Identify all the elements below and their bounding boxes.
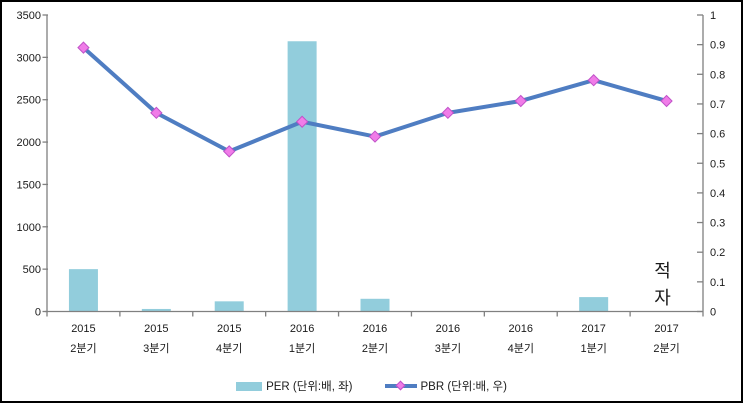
x-axis-label-quarter: 2분기 bbox=[70, 342, 96, 355]
x-axis-label-year: 2016 bbox=[290, 323, 314, 335]
pbr-marker bbox=[587, 74, 600, 87]
pbr-marker bbox=[223, 145, 236, 158]
right-axis-tick-label: 0.8 bbox=[710, 69, 725, 81]
right-axis-tick-label: 0.4 bbox=[710, 188, 725, 200]
x-axis-label-year: 2015 bbox=[71, 323, 95, 335]
right-axis-tick-label: 0 bbox=[710, 307, 716, 319]
per-bar-swatch bbox=[236, 381, 263, 391]
x-axis-label-year: 2015 bbox=[144, 323, 168, 335]
pbr-line-swatch bbox=[384, 380, 417, 390]
x-axis-label-year: 2017 bbox=[654, 323, 678, 335]
x-axis-label-quarter: 2분기 bbox=[653, 342, 679, 355]
legend-label-per: PER (단위:배, 좌) bbox=[266, 381, 353, 393]
per-bar bbox=[287, 41, 317, 312]
left-axis-tick-label: 3500 bbox=[17, 10, 41, 22]
pbr-marker bbox=[441, 106, 455, 120]
pbr-marker bbox=[77, 41, 90, 54]
left-axis-tick-label: 1000 bbox=[17, 222, 41, 234]
x-axis-label-year: 2016 bbox=[363, 323, 387, 335]
right-axis-tick-label: 0.2 bbox=[710, 247, 725, 259]
x-axis-label-quarter: 2분기 bbox=[362, 342, 388, 355]
x-axis-label-quarter: 4분기 bbox=[508, 342, 534, 355]
right-axis-tick-label: 0.5 bbox=[710, 158, 725, 170]
x-axis-label-year: 2016 bbox=[509, 323, 533, 335]
legend: PER (단위:배, 좌) PBR (단위:배, 우) bbox=[2, 378, 741, 394]
x-axis-label-year: 2016 bbox=[436, 323, 460, 335]
pbr-marker bbox=[514, 94, 527, 108]
per-bar bbox=[141, 308, 171, 312]
right-axis-tick-label: 0.6 bbox=[710, 129, 725, 141]
x-axis-label-quarter: 3분기 bbox=[435, 342, 461, 355]
right-axis-tick-label: 0.7 bbox=[710, 99, 725, 111]
x-axis-label-year: 2017 bbox=[581, 323, 605, 335]
right-axis-tick-label: 0.1 bbox=[710, 277, 725, 289]
pbr-marker bbox=[295, 115, 309, 128]
pbr-marker bbox=[660, 94, 673, 108]
legend-item-pbr: PBR (단위:배, 우) bbox=[384, 378, 507, 394]
x-axis-label-quarter: 4분기 bbox=[216, 342, 242, 355]
per-bar bbox=[360, 298, 390, 312]
x-axis-label-year: 2015 bbox=[217, 323, 241, 335]
legend-label-pbr: PBR (단위:배, 우) bbox=[420, 381, 507, 393]
right-axis-tick-label: 0.3 bbox=[710, 218, 725, 230]
left-axis-tick-label: 3000 bbox=[17, 52, 41, 64]
x-axis-label-quarter: 1분기 bbox=[580, 342, 606, 355]
left-axis-tick-label: 500 bbox=[23, 264, 41, 276]
pbr-marker bbox=[150, 106, 163, 120]
deficit-annotation-line2: 자 bbox=[654, 288, 671, 308]
legend-item-per: PER (단위:배, 좌) bbox=[236, 378, 353, 394]
x-axis-label-quarter: 3분기 bbox=[143, 342, 169, 355]
right-axis-tick-label: 1 bbox=[710, 10, 716, 22]
left-axis-tick-label: 2500 bbox=[17, 95, 41, 107]
per-bar bbox=[68, 269, 98, 312]
left-axis-tick-label: 1500 bbox=[17, 179, 41, 191]
left-axis-tick-label: 0 bbox=[35, 307, 41, 319]
x-axis-label-quarter: 1분기 bbox=[289, 342, 315, 355]
pbr-marker bbox=[368, 130, 382, 143]
per-bar bbox=[214, 301, 244, 312]
right-axis-tick-label: 0.9 bbox=[710, 40, 725, 52]
per-bar bbox=[579, 297, 609, 312]
left-axis-tick-label: 2000 bbox=[17, 137, 41, 149]
pbr-marker-swatch bbox=[395, 380, 405, 390]
deficit-annotation-line1: 적 bbox=[654, 261, 671, 281]
